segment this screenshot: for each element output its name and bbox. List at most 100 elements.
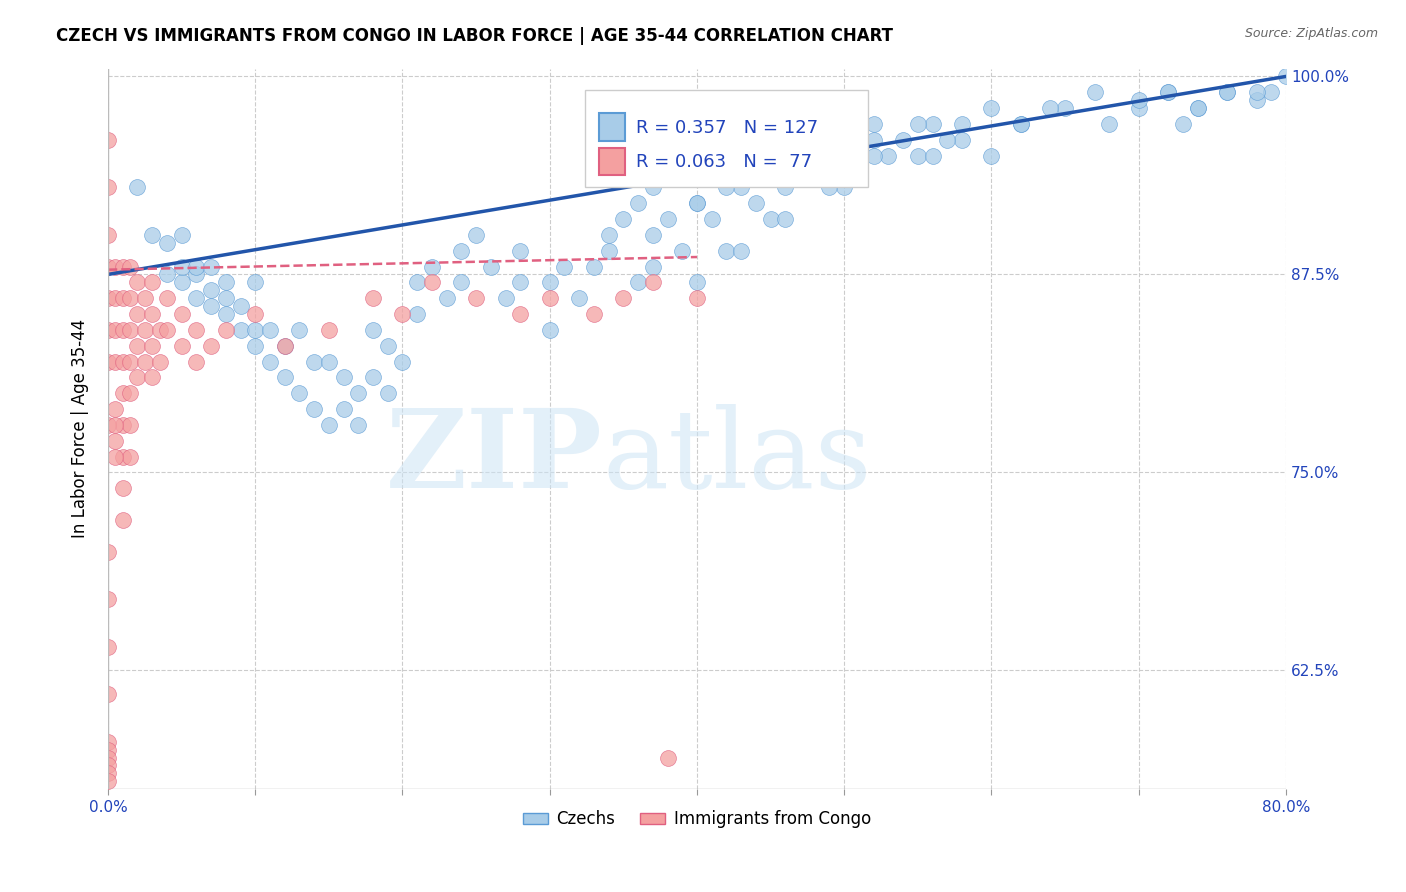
Point xyxy=(700,212,723,227)
Point xyxy=(332,370,354,384)
Point xyxy=(97,687,120,701)
Point xyxy=(200,339,222,353)
Point xyxy=(936,133,959,147)
Point xyxy=(745,196,768,211)
Point xyxy=(641,227,664,242)
Point xyxy=(332,402,354,417)
Point xyxy=(111,354,134,368)
Point xyxy=(832,148,855,162)
Point xyxy=(1246,85,1268,99)
Point xyxy=(641,180,664,194)
Point xyxy=(950,117,973,131)
Point xyxy=(141,307,163,321)
Point xyxy=(97,640,120,654)
Point xyxy=(215,276,238,290)
Point xyxy=(465,291,488,305)
Point xyxy=(627,276,650,290)
Point xyxy=(186,354,208,368)
Point xyxy=(170,227,193,242)
Point xyxy=(104,402,127,417)
Point xyxy=(1054,101,1077,115)
Point xyxy=(1187,101,1209,115)
Point xyxy=(120,386,142,401)
Point xyxy=(200,299,222,313)
Point xyxy=(862,117,884,131)
Point xyxy=(104,417,127,432)
Point xyxy=(1010,117,1032,131)
Point xyxy=(612,291,634,305)
Text: CZECH VS IMMIGRANTS FROM CONGO IN LABOR FORCE | AGE 35-44 CORRELATION CHART: CZECH VS IMMIGRANTS FROM CONGO IN LABOR … xyxy=(56,27,893,45)
Point xyxy=(245,339,267,353)
Point xyxy=(877,148,900,162)
Point xyxy=(657,750,679,764)
Point xyxy=(361,370,384,384)
Point xyxy=(111,291,134,305)
Point xyxy=(716,180,738,194)
Point xyxy=(818,180,841,194)
Point xyxy=(127,307,149,321)
Point xyxy=(921,117,943,131)
Point xyxy=(891,133,914,147)
Point xyxy=(347,417,370,432)
Point xyxy=(775,164,797,178)
Point xyxy=(862,133,884,147)
Point xyxy=(200,283,222,297)
Point xyxy=(1039,101,1062,115)
Point xyxy=(120,260,142,274)
Point xyxy=(97,758,120,772)
Point xyxy=(148,323,170,337)
Point xyxy=(730,244,752,258)
Point xyxy=(111,417,134,432)
Point xyxy=(832,148,855,162)
Point xyxy=(686,196,709,211)
Point xyxy=(97,417,120,432)
Point xyxy=(97,766,120,780)
Point xyxy=(450,276,472,290)
Point xyxy=(97,291,120,305)
Point xyxy=(406,276,429,290)
Point xyxy=(686,276,709,290)
Point xyxy=(598,227,620,242)
Point xyxy=(120,354,142,368)
Text: atlas: atlas xyxy=(603,404,872,511)
Point xyxy=(420,276,443,290)
Point xyxy=(980,148,1002,162)
Point xyxy=(134,354,156,368)
Point xyxy=(318,417,340,432)
Point xyxy=(1275,70,1298,84)
Point xyxy=(391,354,413,368)
Point xyxy=(111,481,134,495)
Point xyxy=(156,235,179,250)
Point xyxy=(509,244,531,258)
FancyBboxPatch shape xyxy=(585,90,868,187)
Text: Source: ZipAtlas.com: Source: ZipAtlas.com xyxy=(1244,27,1378,40)
Point xyxy=(186,291,208,305)
Point xyxy=(97,323,120,337)
Point xyxy=(745,148,768,162)
Point xyxy=(450,244,472,258)
Point xyxy=(1187,101,1209,115)
Point xyxy=(538,276,561,290)
Text: ZIP: ZIP xyxy=(387,404,603,511)
Point xyxy=(377,339,399,353)
Point xyxy=(1128,101,1150,115)
Point xyxy=(921,148,943,162)
Point xyxy=(495,291,517,305)
Point xyxy=(818,164,841,178)
Point xyxy=(671,148,693,162)
Point xyxy=(436,291,458,305)
Point xyxy=(259,354,281,368)
Point xyxy=(745,164,768,178)
Point xyxy=(950,133,973,147)
Point xyxy=(1157,85,1180,99)
Point xyxy=(1098,117,1121,131)
Point xyxy=(186,268,208,282)
Point xyxy=(156,323,179,337)
Point xyxy=(186,260,208,274)
Point xyxy=(97,180,120,194)
Text: R = 0.063   N =  77: R = 0.063 N = 77 xyxy=(636,153,811,171)
Bar xyxy=(599,148,626,175)
Text: R = 0.357   N = 127: R = 0.357 N = 127 xyxy=(636,119,818,136)
Point xyxy=(671,244,693,258)
Point xyxy=(215,323,238,337)
